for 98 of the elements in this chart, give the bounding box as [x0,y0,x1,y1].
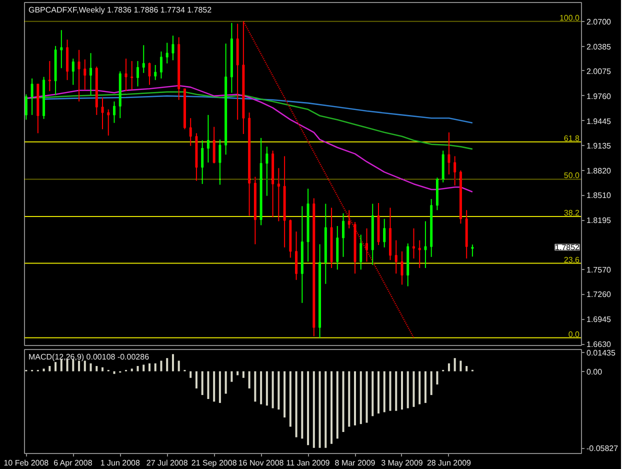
candlestick [154,64,157,81]
x-tick-label: 11 Jan 2009 [286,458,330,468]
y-tick-label: 1.7570 [586,266,612,275]
candlestick [30,78,34,116]
annotation: 61.8 [564,134,580,143]
y-tick-label: 2.0700 [586,17,612,26]
annotation: 1.7852 [555,243,580,252]
candlestick [101,97,104,130]
candlestick [295,231,298,280]
candlestick [218,139,222,186]
y-tick-label: 1.8510 [586,191,612,200]
candlestick [201,140,204,184]
candlestick [277,168,280,222]
candlestick [383,218,386,248]
candlestick [160,51,162,79]
y-tick-label: 1.8820 [586,166,612,176]
y-tick-label: 0.01435 [586,348,616,358]
y-tick-label: 1.6945 [586,315,612,324]
candlestick [412,228,415,259]
annotation: 100.0 [559,13,580,22]
bar [400,371,403,410]
candlestick [172,35,174,61]
x-tick-label: 8 Mar 2009 [334,458,376,468]
y-tick-label: 1.6630 [586,340,612,350]
candlestick [212,126,216,164]
bar [372,371,374,416]
candlestick [418,240,421,269]
y-tick-label: 1.8195 [586,216,612,226]
candlestick [471,244,474,258]
candlestick [78,49,80,102]
bar [136,366,139,372]
candlestick [124,58,128,92]
candlestick [342,212,345,258]
candlestick [148,62,151,86]
candlestick [136,60,139,87]
bar [430,371,432,396]
candlestick [24,94,28,120]
candlestick [366,228,368,262]
x-tick-label: 10 Feb 2008 [4,458,50,468]
candlestick [113,100,116,124]
candlestick [142,44,145,74]
y-tick-label: 2.0075 [586,66,612,76]
candlestick [166,42,168,64]
candlestick [454,156,456,186]
bar [178,360,180,372]
y-tick-label: 1.7260 [586,290,612,300]
candlestick [400,250,404,286]
candlestick [60,30,63,69]
x-tick-label: 6 Apr 2008 [54,458,93,468]
bar [342,371,344,432]
chart-title: GBPCADFXF,Weekly 1.7836 1.7886 1.7734 1.7852 [28,6,212,14]
bar [90,363,92,372]
bar [78,360,80,372]
y-tick-label: 1.9135 [586,141,612,150]
line-series [26,91,474,150]
bar [48,366,51,372]
y-tick-label: 2.0385 [586,42,612,52]
x-tick-label: 16 Nov 2008 [238,458,284,468]
x-tick-label: 28 Jun 2009 [426,458,472,468]
candlestick [66,39,69,81]
bar [148,363,150,372]
candlestick [394,240,398,274]
y-tick-label: 0.00 [586,367,603,376]
candlestick [48,60,51,92]
line-series [26,84,474,193]
candlestick [348,210,350,229]
chart-title: MACD(12,26,9) 0.00108 -0.00286 [28,352,150,362]
bar [207,371,210,399]
candlestick [360,234,362,270]
candlestick [107,108,110,136]
y-tick-label: 1.9445 [586,116,612,126]
annotation: 50.0 [564,171,580,180]
bar [460,360,462,372]
candlestick [90,52,92,96]
x-tick-label: 1 Jun 2008 [100,458,140,468]
candlestick [424,220,427,269]
candlestick [84,58,86,90]
x-tick-label: 21 Sep 2008 [191,458,238,468]
bar [312,371,315,448]
candlestick [130,60,134,90]
candlestick [72,58,74,86]
candlestick [206,114,210,164]
bar [254,371,256,402]
bar [284,371,286,418]
bar [166,358,168,372]
candlestick [266,146,268,196]
candlestick [189,118,192,146]
x-tick-label: 27 Jul 2008 [146,458,188,468]
annotation: 0.0 [568,330,580,339]
bar [224,371,227,394]
bar [195,371,198,388]
x-tick-label: 3 May 2009 [381,458,424,468]
annotation: 23.6 [564,255,580,264]
y-tick-label: 1.9760 [586,92,612,101]
candlestick [448,132,450,175]
y-tick-label: -0.05827 [586,444,619,454]
annotation: 38.2 [564,208,580,218]
candlestick [336,225,339,270]
